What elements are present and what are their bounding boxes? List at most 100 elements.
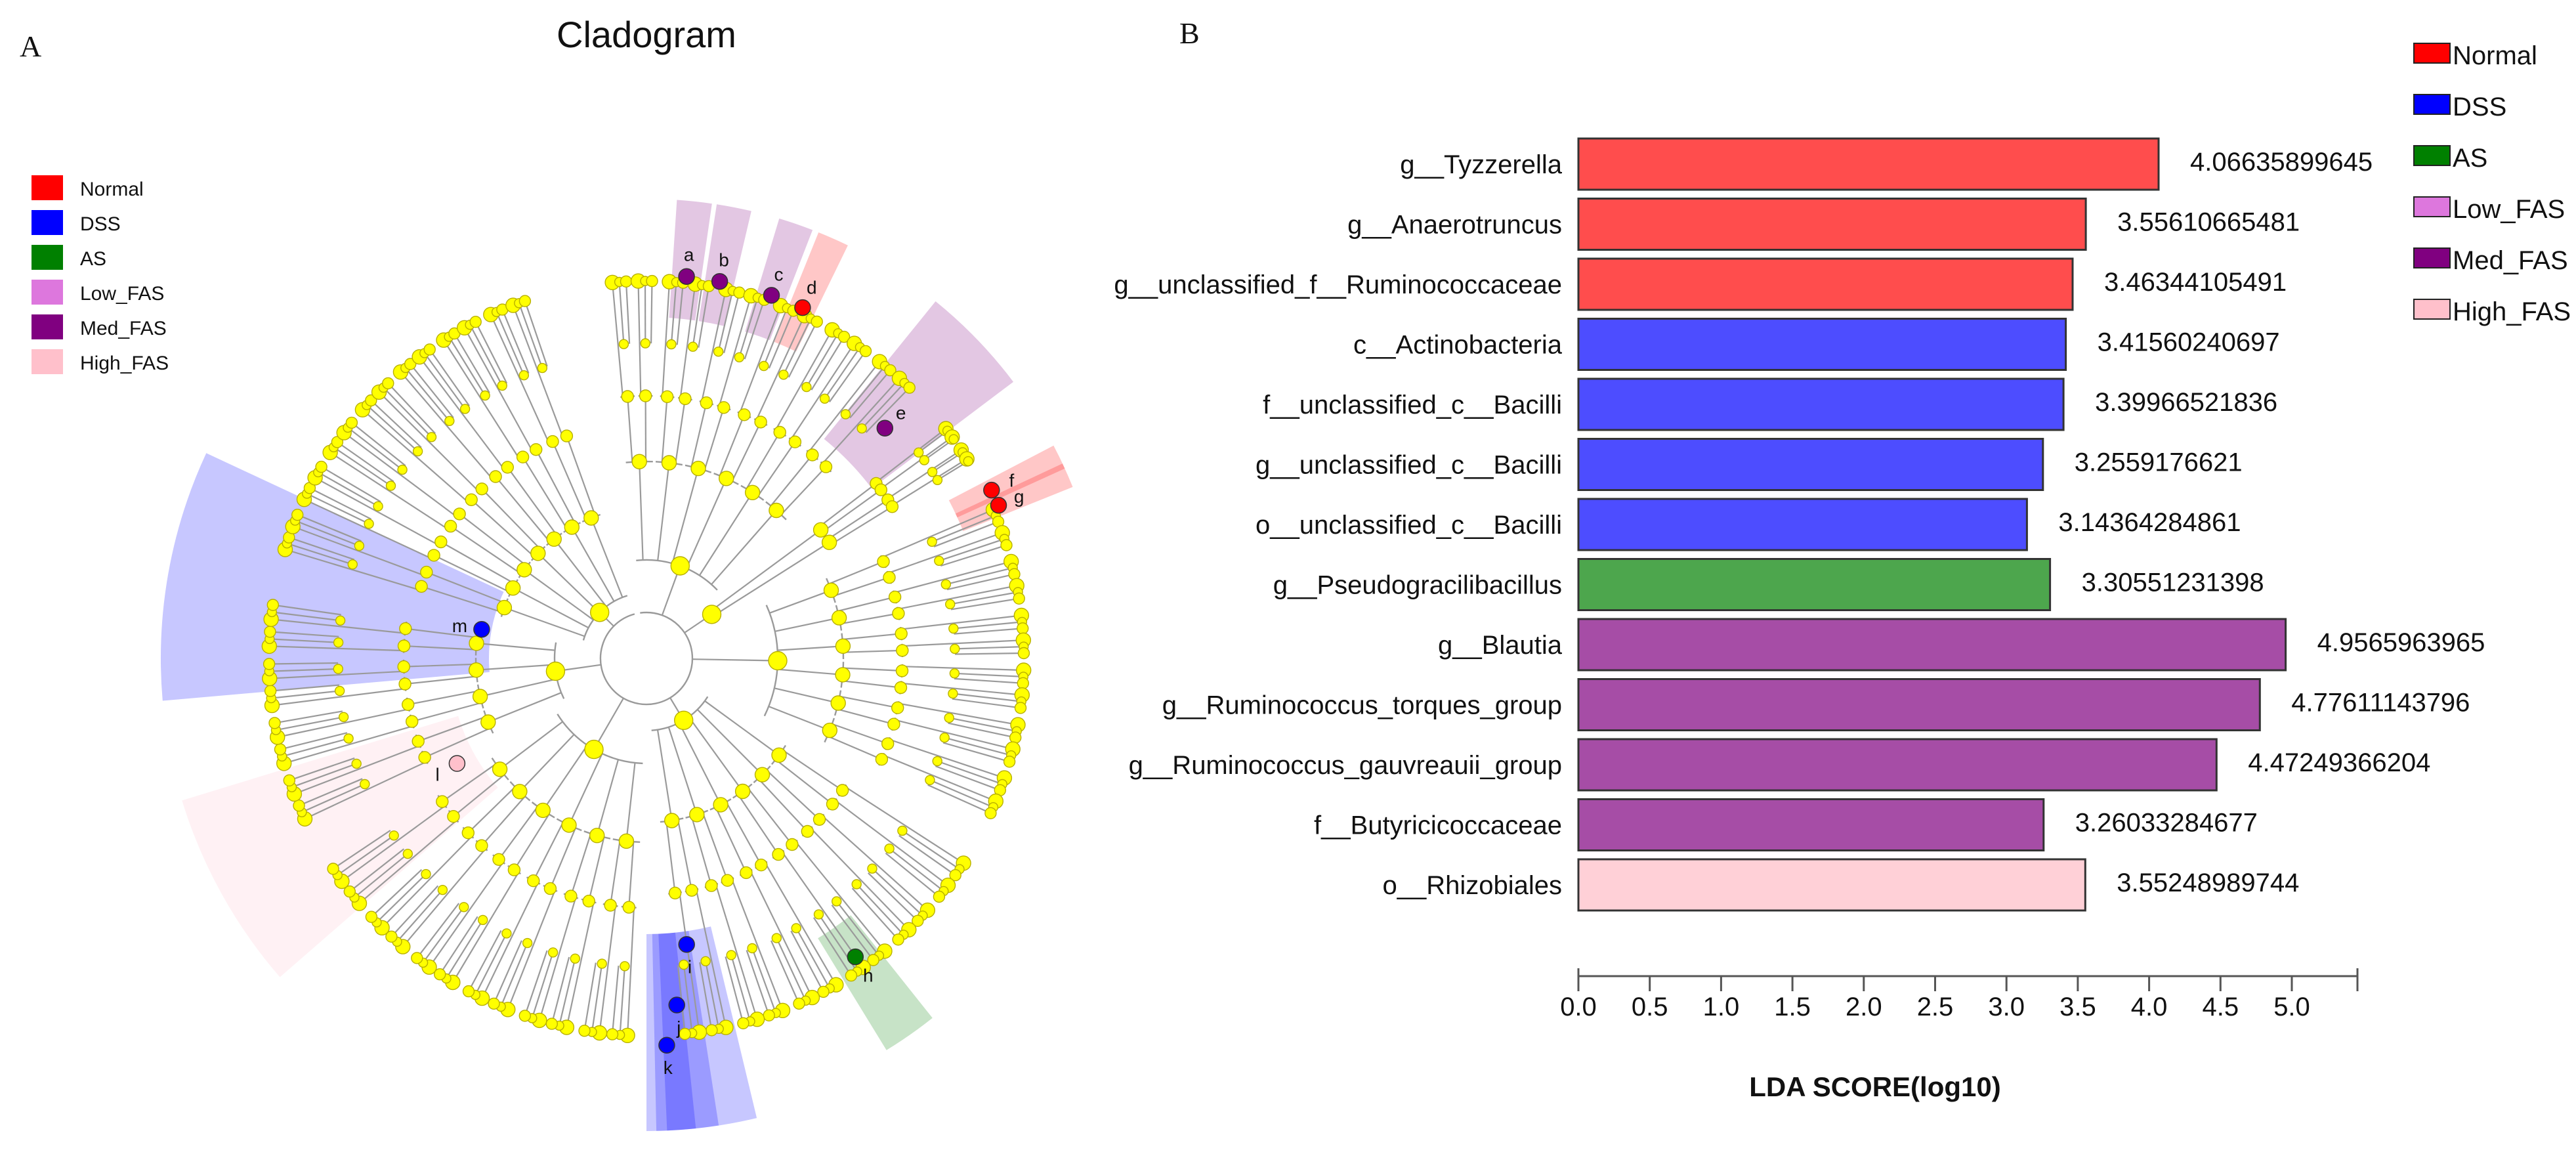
- taxon-node: [291, 509, 304, 521]
- lda-bar: [1577, 678, 2261, 731]
- taxon-node: [436, 795, 449, 808]
- branch-line: [412, 702, 482, 723]
- branch-line: [940, 544, 1007, 567]
- branch-line: [272, 611, 341, 622]
- taxon-node: [444, 519, 457, 533]
- x-tick-label: 1.5: [1774, 993, 1811, 1021]
- branch-line: [512, 305, 564, 438]
- lda-legend-label-low-fas: Low_FAS: [2453, 195, 2565, 224]
- branch-line: [747, 787, 793, 846]
- branch-line: [840, 612, 899, 625]
- branch-line: [685, 478, 727, 569]
- taxon-node: [1008, 568, 1021, 580]
- branch-line: [827, 735, 882, 760]
- taxon-node: [516, 450, 530, 463]
- branch-line: [692, 658, 778, 662]
- lda-bar-label: g__Ruminococcus_gauvreauii_group: [1129, 751, 1562, 780]
- taxon-node: [744, 484, 761, 500]
- lda-bar-label: f__Butyricicoccaceae: [1314, 811, 1562, 840]
- branch-line: [343, 432, 458, 518]
- lda-legend-swatch-normal: [2413, 43, 2451, 64]
- taxon-node: [875, 752, 889, 766]
- lda-bar-label: g__unclassified_c__Bacilli: [1256, 451, 1562, 480]
- branch-line: [868, 872, 919, 922]
- branch-line: [333, 446, 392, 486]
- taxon-node: [461, 826, 475, 840]
- branch-line: [500, 943, 528, 1007]
- taxon-node: [398, 677, 412, 691]
- branch-line: [898, 702, 1019, 726]
- biomarker-label-e: e: [896, 403, 906, 423]
- lda-bar-value: 3.55610665481: [2117, 208, 2300, 237]
- taxon-node: [679, 1027, 691, 1040]
- taxon-node: [1003, 756, 1016, 768]
- taxon-node: [488, 997, 500, 1010]
- branch-line: [522, 456, 568, 530]
- branch-line: [657, 462, 670, 561]
- branch-line: [719, 414, 746, 477]
- taxon-node: [347, 559, 358, 570]
- lda-legend-swatch-dss: [2413, 94, 2451, 115]
- branch-line: [843, 649, 902, 653]
- branch-arc: [599, 611, 694, 706]
- taxon-node: [469, 635, 484, 651]
- taxon-node: [266, 599, 279, 611]
- clade-highlight-g: [955, 463, 1073, 531]
- taxon-node: [771, 933, 782, 943]
- taxon-node: [264, 685, 277, 697]
- taxon-node: [700, 396, 713, 410]
- lda-bar: [1577, 738, 2218, 792]
- branch-line: [566, 902, 595, 1028]
- clade-highlight-l: [182, 716, 498, 977]
- taxon-node: [939, 732, 950, 743]
- biomarker-label-k: k: [664, 1058, 673, 1078]
- branch-line: [599, 905, 616, 1033]
- branch-line: [790, 343, 855, 440]
- branch-line: [774, 617, 839, 632]
- taxon-node: [480, 714, 496, 730]
- internal-branches: [402, 395, 904, 909]
- taxon-node: [1014, 702, 1027, 714]
- taxon-node: [621, 390, 634, 403]
- lda-bar-value: 3.46344105491: [2104, 268, 2287, 297]
- branch-line: [570, 833, 592, 897]
- taxon-node: [835, 784, 849, 797]
- biomarker-label-m: m: [452, 616, 467, 636]
- taxon-node: [618, 833, 635, 849]
- taxon-node: [459, 404, 471, 414]
- branch-line: [493, 940, 522, 1004]
- taxon-node: [505, 580, 521, 596]
- taxon-node: [772, 847, 785, 861]
- branch-line: [404, 663, 476, 668]
- taxon-node: [507, 863, 521, 876]
- taxon-node: [489, 470, 502, 483]
- branch-line: [781, 851, 864, 968]
- branch-line: [782, 749, 843, 791]
- branch-line: [725, 801, 762, 866]
- branch-line: [950, 591, 1019, 605]
- taxon-node: [1017, 647, 1030, 660]
- branch-line: [830, 505, 893, 546]
- lda-legend-label-med-fas: Med_FAS: [2453, 246, 2568, 275]
- clade-highlight-f: [948, 445, 1065, 518]
- taxon-node: [984, 807, 997, 820]
- taxon-node: [932, 475, 943, 485]
- taxon-node: [343, 733, 354, 744]
- branch-line: [952, 693, 1022, 702]
- branch-line: [285, 548, 421, 591]
- branch-line: [410, 363, 454, 419]
- taxon-node: [891, 701, 904, 714]
- branch-line: [952, 698, 1021, 709]
- taxon-node: [874, 483, 888, 496]
- taxon-node: [501, 928, 512, 939]
- branch-line: [501, 309, 530, 374]
- x-tick-label: 2.5: [1917, 993, 1954, 1021]
- taxon-node: [925, 775, 935, 786]
- branch-line: [851, 888, 899, 941]
- taxon-node: [948, 688, 958, 699]
- taxon-node: [406, 715, 419, 728]
- branch-line: [856, 884, 904, 935]
- taxon-node: [837, 330, 851, 343]
- clade-highlight-a: [669, 200, 712, 321]
- branch-line: [824, 347, 861, 399]
